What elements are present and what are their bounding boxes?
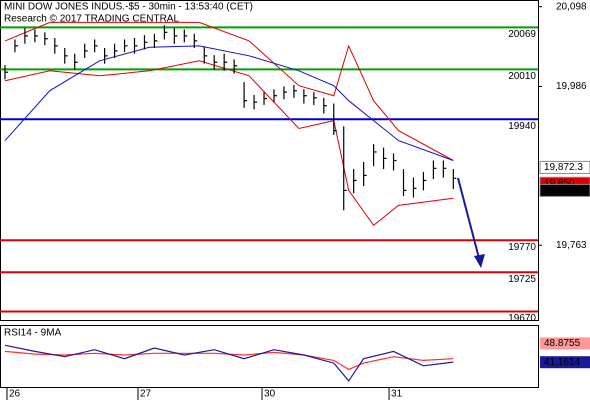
y-tick-label: 19,763 [556,240,587,251]
x-tick-label: 26 [9,389,21,400]
level-label: 19940 [508,121,536,132]
forecast-arrow [457,177,481,263]
rsi-line [4,344,454,382]
level-label: 19725 [508,274,536,285]
level-label: 19670 [508,313,536,324]
y-tick-label: 20,098 [556,1,587,12]
price-label-box [539,183,590,197]
price-panel [0,0,539,321]
rsi-label-box [540,356,590,369]
price-label: 19,840 [544,185,575,196]
x-tick-label: 27 [140,389,152,400]
chart-title: MINI DOW JONES INDUS.-$5 - 30min - 13:53… [4,2,253,13]
price-label: 19,850 [544,178,575,189]
price-label: 19,872.3 [544,162,583,173]
arrow-head [474,254,485,268]
level-label: 20069 [508,29,536,40]
rsi-label: 48.8755 [544,338,581,349]
overlay-line [4,45,454,161]
rsi-line [4,350,454,371]
chart-subtitle: Research © 2017 TRADING CENTRAL [4,14,179,25]
price-label-box [539,160,590,174]
level-label: 19770 [508,242,536,253]
rsi-label: 41.1614 [544,357,581,368]
rsi-panel [0,325,539,388]
overlay-line [4,60,454,227]
y-tick-label: 19,986 [556,81,587,92]
x-tick-label: 30 [264,389,276,400]
level-label: 20010 [508,71,536,82]
x-tick-label: 31 [391,389,403,400]
rsi-label-box [540,337,590,350]
rsi-title: RSI14 - 9MA [4,328,62,339]
